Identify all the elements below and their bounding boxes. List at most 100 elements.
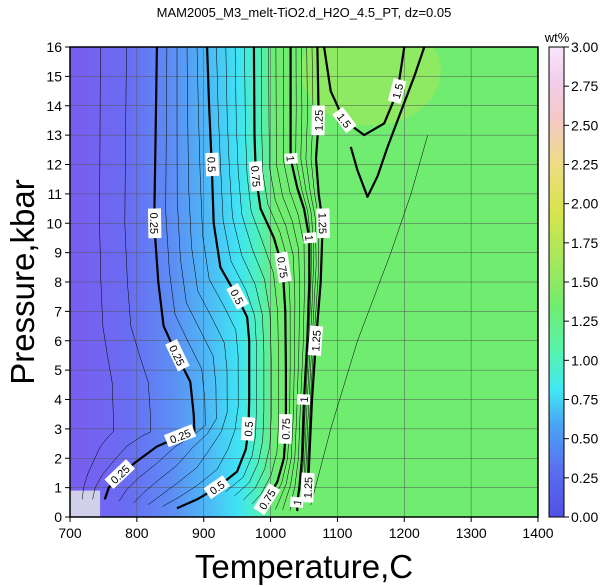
contour-label-bg — [147, 208, 162, 239]
grid-lines — [70, 47, 538, 517]
contour-label-bg — [307, 325, 324, 356]
contour-label-text: 1 — [302, 234, 314, 241]
thin-contour-line — [244, 47, 279, 505]
contour-label: 0.25 — [147, 208, 162, 239]
y-tick-label: 5 — [54, 362, 62, 378]
thin-contour-line — [303, 47, 317, 497]
colorbar-tick-label: 2.50 — [571, 117, 598, 133]
contour-label: 1 — [302, 232, 317, 244]
contour-label-text: 0.25 — [147, 213, 159, 235]
contour-label-bg — [163, 424, 197, 448]
colorbar-tick-label: 2.25 — [571, 157, 598, 173]
y-tick-label: 14 — [46, 98, 62, 114]
contour-label-bg — [165, 339, 190, 372]
contour-label-bg — [203, 475, 231, 500]
thin-contour-line — [295, 47, 312, 491]
y-tick-label: 4 — [54, 392, 62, 408]
y-tick-label: 8 — [54, 274, 62, 290]
contour-label-bg — [289, 496, 304, 508]
y-tick-label: 1 — [54, 480, 62, 496]
colorbar-tick-label: 2.00 — [571, 196, 598, 212]
thin-contour-line — [268, 47, 296, 510]
contour-label-text: 0.5 — [204, 157, 217, 173]
y-tick-label: 11 — [47, 186, 62, 202]
y-tick-label: 6 — [54, 333, 62, 349]
x-tick-label: 1300 — [456, 525, 487, 541]
contour-label-bg — [226, 283, 249, 310]
x-tick-label: 1200 — [389, 525, 420, 541]
y-tick-label: 7 — [54, 303, 62, 319]
contour-label-text: 1 — [299, 396, 311, 403]
colorbar-tick-label: 1.00 — [571, 352, 598, 368]
contour-label-text: 1.25 — [315, 212, 327, 234]
thin-contour-line — [275, 47, 300, 510]
thin-contour-line — [133, 47, 217, 504]
contour-label: 1.25 — [315, 208, 331, 239]
chart-title: MAM2005_M3_melt-TiO2.d_H2O_4.5_PT, dz=0.… — [157, 5, 452, 20]
contour-label-text: 0.75 — [248, 165, 262, 187]
colorbar-tick-label: 1.25 — [571, 313, 598, 329]
colorbar-tick-label: 1.75 — [571, 235, 598, 251]
colorbar: wt% 0.00 0.25 0.50 0.75 1.00 1.25 1.50 1.75 2.00… — [544, 30, 599, 525]
contour-label-text: 1.25 — [314, 110, 326, 132]
colorbar-tick-label: 0.50 — [571, 431, 598, 447]
contour-label-bg — [332, 106, 357, 134]
contour-label-bg — [205, 152, 220, 177]
contour-label-text: 0.75 — [274, 256, 289, 279]
colorbar-tick-label: 0.75 — [571, 392, 598, 408]
colorbar-ticks: 0.00 0.25 0.50 0.75 1.00 1.25 1.50 1.75 2.00 2.25… — [564, 39, 598, 525]
thin-contour-line — [283, 47, 305, 511]
low-temp-patch — [70, 490, 101, 517]
y-tick-label: 2 — [54, 450, 62, 466]
contour-label-text: 1 — [283, 155, 295, 162]
thin-contour-line — [310, 135, 428, 506]
contour-label: 1.25 — [311, 105, 326, 136]
contour-label-bg — [248, 160, 265, 192]
contour-label-bg — [300, 472, 315, 503]
x-tick-label: 1000 — [255, 525, 286, 541]
contour-label-text: 1.25 — [303, 477, 316, 499]
contour-label-text: 0.75 — [281, 418, 293, 440]
contour-label: 0.75 — [274, 251, 292, 283]
thin-contour-line — [147, 47, 228, 505]
contour-label: 0.75 — [248, 160, 265, 192]
thin-contour-line — [305, 47, 320, 500]
contour-label-bg — [253, 483, 281, 516]
thin-contour-line — [216, 47, 257, 492]
colorbar-tick-label: 0.00 — [571, 509, 598, 525]
thin-contour-line — [300, 47, 315, 494]
colorbar-label: wt% — [544, 30, 570, 45]
thin-contour-line — [92, 47, 152, 500]
x-tick-label: 700 — [58, 525, 82, 541]
contour-label-bg — [284, 152, 298, 165]
thin-contour-line — [225, 47, 265, 497]
x-axis-label: Temperature,C — [195, 548, 413, 585]
contour-label-bg — [240, 416, 256, 441]
y-tick-label: 13 — [46, 127, 62, 143]
contour-label-bg — [274, 251, 292, 283]
thin-contour-line — [81, 47, 114, 500]
contour-label-bg — [316, 208, 331, 239]
contour-label: 1.25 — [307, 325, 324, 356]
contour-label-bg — [296, 393, 311, 405]
contour-label-text: 0.5 — [243, 421, 256, 437]
x-tick-label: 1100 — [322, 525, 352, 541]
contour-label-text: 1.5 — [391, 82, 406, 100]
contour-label-bg — [311, 105, 325, 136]
y-tick-label: 10 — [46, 215, 62, 231]
contour-label: 0.5 — [240, 416, 256, 441]
contour-label: 1 — [283, 152, 298, 165]
y-tick-label: 0 — [54, 509, 62, 525]
x-axis-ticks: 700 800 900 1000 1100 1200 1300 1400 — [58, 517, 554, 541]
colorbar-tick-label: 0.25 — [571, 470, 598, 486]
contour-label: 1.5 — [387, 78, 407, 104]
plot-area: 0.250.250.250.250.50.50.50.50.750.750.75… — [69, 46, 539, 518]
contour-line-1-25 — [306, 47, 324, 503]
y-tick-label: 12 — [46, 157, 62, 173]
contour-label-bg — [387, 78, 407, 104]
contour-line-1-5 — [349, 47, 426, 198]
contour-label-bg — [104, 459, 135, 489]
y-tick-label: 15 — [46, 68, 62, 84]
